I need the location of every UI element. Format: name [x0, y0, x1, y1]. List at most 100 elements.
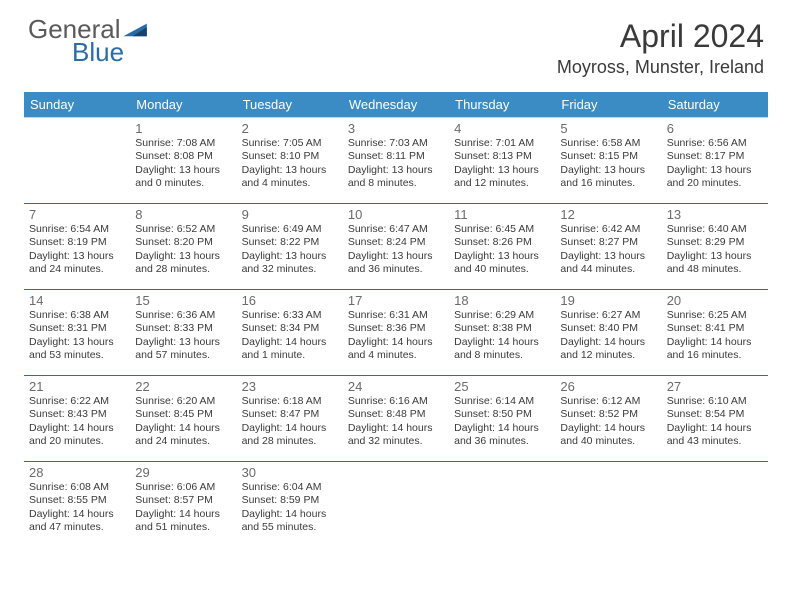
calendar-week-row: 14Sunrise: 6:38 AMSunset: 8:31 PMDayligh… [24, 290, 768, 376]
sunset-text: Sunset: 8:26 PM [454, 236, 550, 249]
day-info: Sunrise: 7:01 AMSunset: 8:13 PMDaylight:… [454, 137, 550, 191]
daylight-text: Daylight: 14 hours [560, 422, 656, 435]
sunset-text: Sunset: 8:17 PM [667, 150, 763, 163]
calendar-week-row: 7Sunrise: 6:54 AMSunset: 8:19 PMDaylight… [24, 204, 768, 290]
day-number: 18 [454, 293, 550, 308]
calendar-day-cell: 24Sunrise: 6:16 AMSunset: 8:48 PMDayligh… [343, 376, 449, 462]
day-number: 2 [242, 121, 338, 136]
daylight-text: Daylight: 13 hours [560, 164, 656, 177]
sunrise-text: Sunrise: 6:10 AM [667, 395, 763, 408]
day-number: 25 [454, 379, 550, 394]
daylight-text: Daylight: 14 hours [454, 336, 550, 349]
sunrise-text: Sunrise: 7:03 AM [348, 137, 444, 150]
day-number: 15 [135, 293, 231, 308]
daylight-text: and 55 minutes. [242, 521, 338, 534]
day-number: 22 [135, 379, 231, 394]
daylight-text: and 32 minutes. [242, 263, 338, 276]
calendar-day-cell: 15Sunrise: 6:36 AMSunset: 8:33 PMDayligh… [130, 290, 236, 376]
day-number: 28 [29, 465, 125, 480]
day-info: Sunrise: 6:36 AMSunset: 8:33 PMDaylight:… [135, 309, 231, 363]
sunset-text: Sunset: 8:36 PM [348, 322, 444, 335]
daylight-text: Daylight: 13 hours [242, 250, 338, 263]
sunrise-text: Sunrise: 7:08 AM [135, 137, 231, 150]
daylight-text: and 44 minutes. [560, 263, 656, 276]
day-header: Thursday [449, 92, 555, 118]
daylight-text: and 20 minutes. [29, 435, 125, 448]
daylight-text: Daylight: 14 hours [667, 422, 763, 435]
daylight-text: and 40 minutes. [560, 435, 656, 448]
location-subtitle: Moyross, Munster, Ireland [557, 57, 764, 78]
sunrise-text: Sunrise: 6:42 AM [560, 223, 656, 236]
day-number: 5 [560, 121, 656, 136]
day-header: Monday [130, 92, 236, 118]
calendar-day-cell: 13Sunrise: 6:40 AMSunset: 8:29 PMDayligh… [662, 204, 768, 290]
sunset-text: Sunset: 8:29 PM [667, 236, 763, 249]
sunrise-text: Sunrise: 6:14 AM [454, 395, 550, 408]
sunrise-text: Sunrise: 6:04 AM [242, 481, 338, 494]
calendar-empty-cell [555, 462, 661, 548]
sunrise-text: Sunrise: 6:33 AM [242, 309, 338, 322]
day-number: 23 [242, 379, 338, 394]
calendar-day-cell: 10Sunrise: 6:47 AMSunset: 8:24 PMDayligh… [343, 204, 449, 290]
day-header: Saturday [662, 92, 768, 118]
sunrise-text: Sunrise: 6:31 AM [348, 309, 444, 322]
sunset-text: Sunset: 8:47 PM [242, 408, 338, 421]
sunset-text: Sunset: 8:31 PM [29, 322, 125, 335]
day-number: 20 [667, 293, 763, 308]
title-block: April 2024 Moyross, Munster, Ireland [557, 18, 764, 78]
sunset-text: Sunset: 8:52 PM [560, 408, 656, 421]
calendar-day-cell: 27Sunrise: 6:10 AMSunset: 8:54 PMDayligh… [662, 376, 768, 462]
sunset-text: Sunset: 8:54 PM [667, 408, 763, 421]
daylight-text: Daylight: 14 hours [560, 336, 656, 349]
daylight-text: Daylight: 14 hours [667, 336, 763, 349]
calendar-day-cell: 29Sunrise: 6:06 AMSunset: 8:57 PMDayligh… [130, 462, 236, 548]
day-header-row: Sunday Monday Tuesday Wednesday Thursday… [24, 92, 768, 118]
sunrise-text: Sunrise: 6:06 AM [135, 481, 231, 494]
daylight-text: and 4 minutes. [242, 177, 338, 190]
day-info: Sunrise: 6:58 AMSunset: 8:15 PMDaylight:… [560, 137, 656, 191]
sunset-text: Sunset: 8:22 PM [242, 236, 338, 249]
sunrise-text: Sunrise: 6:56 AM [667, 137, 763, 150]
calendar-day-cell: 14Sunrise: 6:38 AMSunset: 8:31 PMDayligh… [24, 290, 130, 376]
day-info: Sunrise: 6:52 AMSunset: 8:20 PMDaylight:… [135, 223, 231, 277]
day-number: 11 [454, 207, 550, 222]
calendar-day-cell: 25Sunrise: 6:14 AMSunset: 8:50 PMDayligh… [449, 376, 555, 462]
daylight-text: Daylight: 13 hours [135, 164, 231, 177]
daylight-text: Daylight: 13 hours [135, 336, 231, 349]
calendar-day-cell: 28Sunrise: 6:08 AMSunset: 8:55 PMDayligh… [24, 462, 130, 548]
daylight-text: and 8 minutes. [348, 177, 444, 190]
sunrise-text: Sunrise: 6:52 AM [135, 223, 231, 236]
day-info: Sunrise: 7:08 AMSunset: 8:08 PMDaylight:… [135, 137, 231, 191]
calendar-day-cell: 7Sunrise: 6:54 AMSunset: 8:19 PMDaylight… [24, 204, 130, 290]
sunrise-text: Sunrise: 6:18 AM [242, 395, 338, 408]
sunset-text: Sunset: 8:59 PM [242, 494, 338, 507]
day-info: Sunrise: 7:03 AMSunset: 8:11 PMDaylight:… [348, 137, 444, 191]
sunrise-text: Sunrise: 6:54 AM [29, 223, 125, 236]
daylight-text: and 47 minutes. [29, 521, 125, 534]
daylight-text: and 12 minutes. [454, 177, 550, 190]
sunset-text: Sunset: 8:48 PM [348, 408, 444, 421]
sunset-text: Sunset: 8:10 PM [242, 150, 338, 163]
daylight-text: Daylight: 13 hours [454, 250, 550, 263]
daylight-text: Daylight: 14 hours [135, 422, 231, 435]
brand-triangle-icon [123, 20, 149, 41]
day-info: Sunrise: 6:12 AMSunset: 8:52 PMDaylight:… [560, 395, 656, 449]
day-number: 19 [560, 293, 656, 308]
sunrise-text: Sunrise: 6:16 AM [348, 395, 444, 408]
sunset-text: Sunset: 8:38 PM [454, 322, 550, 335]
sunrise-text: Sunrise: 6:12 AM [560, 395, 656, 408]
daylight-text: Daylight: 14 hours [135, 508, 231, 521]
sunrise-text: Sunrise: 6:47 AM [348, 223, 444, 236]
daylight-text: Daylight: 14 hours [242, 336, 338, 349]
day-number: 30 [242, 465, 338, 480]
calendar-day-cell: 30Sunrise: 6:04 AMSunset: 8:59 PMDayligh… [237, 462, 343, 548]
calendar-week-row: 1Sunrise: 7:08 AMSunset: 8:08 PMDaylight… [24, 118, 768, 204]
sunrise-text: Sunrise: 7:05 AM [242, 137, 338, 150]
month-title: April 2024 [557, 18, 764, 55]
day-info: Sunrise: 6:14 AMSunset: 8:50 PMDaylight:… [454, 395, 550, 449]
sunset-text: Sunset: 8:24 PM [348, 236, 444, 249]
calendar-day-cell: 26Sunrise: 6:12 AMSunset: 8:52 PMDayligh… [555, 376, 661, 462]
day-info: Sunrise: 6:54 AMSunset: 8:19 PMDaylight:… [29, 223, 125, 277]
day-header: Friday [555, 92, 661, 118]
day-info: Sunrise: 6:38 AMSunset: 8:31 PMDaylight:… [29, 309, 125, 363]
